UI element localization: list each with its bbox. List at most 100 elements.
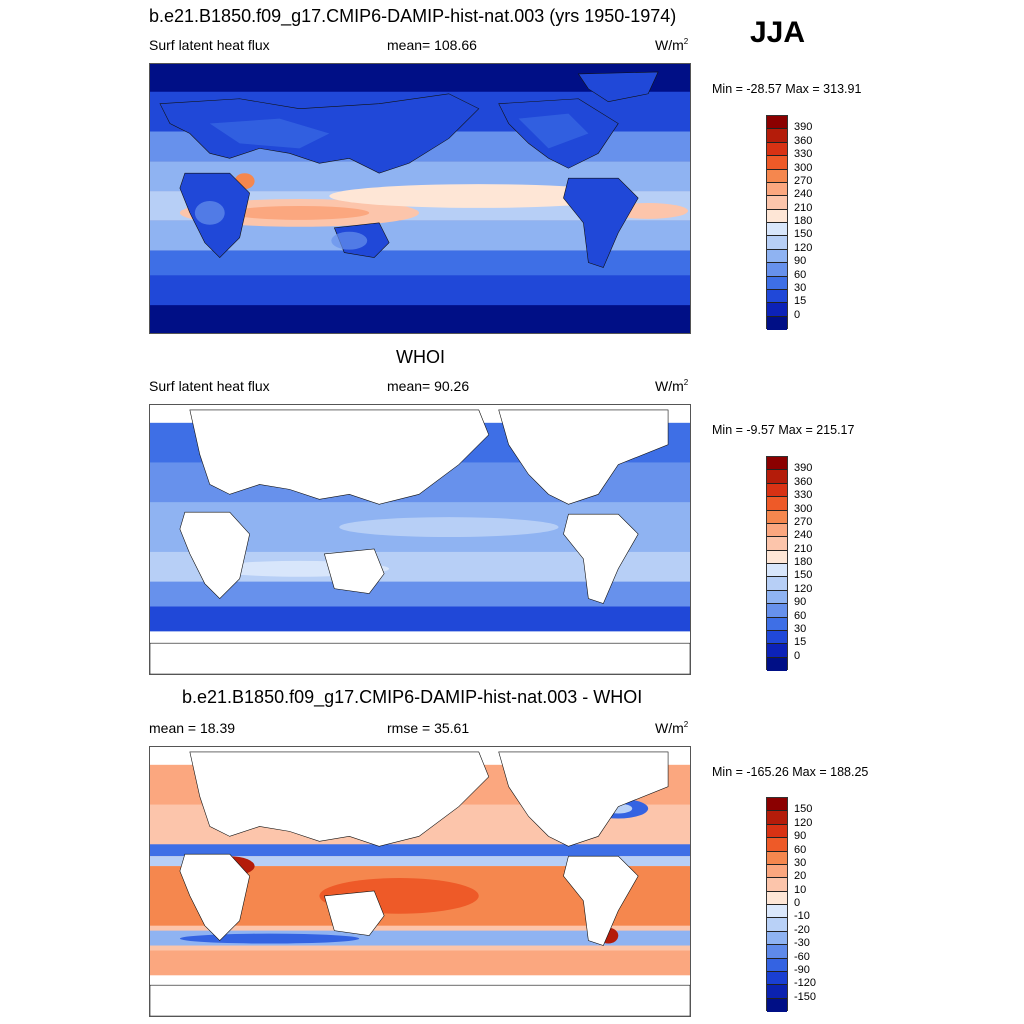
colorbar-swatch — [767, 129, 787, 143]
panel2-variable-label: Surf latent heat flux — [149, 378, 270, 394]
panel1-map — [149, 63, 691, 334]
colorbar-tick-label: 150 — [794, 803, 813, 816]
colorbar-swatch — [767, 497, 787, 511]
panel1-mean-label: mean= 108.66 — [387, 37, 477, 53]
colorbar-swatch — [767, 604, 787, 618]
panel2-mean-label: mean= 90.26 — [387, 378, 470, 394]
colorbar-swatch — [767, 523, 787, 538]
colorbar-swatch — [767, 510, 787, 524]
panel3-title: b.e21.B1850.f09_g17.CMIP6-DAMIP-hist-nat… — [182, 687, 643, 707]
colorbar-swatch — [767, 156, 787, 170]
colorbar-swatch — [767, 564, 787, 578]
colorbar-swatch — [767, 590, 787, 605]
colorbar-tick-label: 120 — [794, 816, 813, 829]
colorbar-swatch — [767, 851, 787, 865]
colorbar-swatch — [767, 998, 787, 1012]
colorbar-tick-label: 150 — [794, 569, 813, 582]
colorbar-tick-label: -60 — [794, 950, 810, 963]
colorbar-tick-label: 360 — [794, 134, 813, 147]
colorbar-tick-label: 20 — [794, 870, 807, 883]
colorbar-swatch — [767, 289, 787, 304]
colorbar-tick-label: 330 — [794, 148, 813, 161]
colorbar-tick-label: 30 — [794, 281, 807, 294]
colorbar-swatch — [767, 878, 787, 892]
colorbar-swatch — [767, 537, 787, 551]
colorbar-tick-label: -20 — [794, 923, 810, 936]
colorbar-tick-label: 180 — [794, 556, 813, 568]
colorbar-tick-label: 120 — [794, 582, 813, 595]
colorbar-swatch — [767, 577, 787, 591]
colorbar-tick-label: 30 — [794, 856, 807, 869]
colorbar-tick-label: 10 — [794, 883, 807, 896]
panel3-units: W/m2 — [655, 720, 689, 736]
colorbar-tick-label: 270 — [794, 174, 813, 187]
colorbar-tick-label: -30 — [794, 937, 810, 950]
panel2-minmax: Min = -9.57 Max = 215.17 — [712, 423, 855, 437]
colorbar-tick-label: 60 — [794, 268, 807, 281]
panel3-rmse-label: rmse = 35.61 — [387, 720, 470, 736]
colorbar-swatch — [767, 182, 787, 197]
colorbar-swatch — [767, 838, 787, 852]
colorbar-tick-label: 390 — [794, 462, 813, 475]
colorbar-swatch — [767, 864, 787, 879]
colorbar-tick-label: 0 — [794, 308, 801, 321]
colorbar-swatch — [767, 798, 787, 812]
panel1-units: W/m2 — [655, 37, 689, 53]
colorbar-swatch — [767, 303, 787, 317]
colorbar-tick-label: 330 — [794, 489, 813, 502]
colorbar-swatch — [767, 249, 787, 264]
colorbar-tick-label: 15 — [794, 295, 807, 308]
panel3-mean-label: mean = 18.39 — [149, 720, 236, 736]
colorbar-tick-label: 300 — [794, 502, 813, 515]
colorbar-tick-label: -120 — [794, 977, 817, 990]
colorbar-tick-label: 240 — [794, 188, 813, 201]
colorbar-tick-label: 390 — [794, 121, 813, 134]
colorbar-swatch — [767, 470, 787, 484]
colorbar-swatch — [767, 617, 787, 631]
colorbar-swatch — [767, 483, 787, 498]
colorbar-swatch — [767, 276, 787, 290]
colorbar-tick-label: 60 — [794, 609, 807, 622]
colorbar-tick-label: 60 — [794, 843, 807, 856]
colorbar-tick-label: 270 — [794, 515, 813, 528]
colorbar-swatch — [767, 657, 787, 671]
colorbar-swatch — [767, 971, 787, 986]
panel1-colorbar — [766, 115, 788, 330]
colorbar-swatch — [767, 985, 787, 999]
colorbar-swatch — [767, 824, 787, 839]
colorbar-swatch — [767, 905, 787, 919]
colorbar-swatch — [767, 945, 787, 959]
panel1-title: b.e21.B1850.f09_g17.CMIP6-DAMIP-hist-nat… — [149, 6, 677, 26]
panel1-variable-label: Surf latent heat flux — [149, 37, 270, 53]
colorbar-tick-label: 0 — [794, 897, 801, 909]
colorbar-swatch — [767, 196, 787, 210]
colorbar-swatch — [767, 891, 787, 905]
colorbar-tick-label: 0 — [794, 649, 801, 662]
colorbar-swatch — [767, 236, 787, 250]
colorbar-swatch — [767, 931, 787, 946]
colorbar-tick-label: 210 — [794, 201, 813, 214]
colorbar-tick-label: 90 — [794, 596, 807, 609]
colorbar-tick-label: 150 — [794, 228, 813, 241]
colorbar-swatch — [767, 630, 787, 645]
colorbar-tick-label: 210 — [794, 542, 813, 555]
panel2-units: W/m2 — [655, 378, 689, 394]
season-label: JJA — [750, 16, 806, 49]
colorbar-tick-label: 90 — [794, 830, 807, 843]
colorbar-swatch — [767, 644, 787, 658]
panel2-map — [149, 404, 691, 675]
colorbar-tick-label: -90 — [794, 963, 810, 976]
colorbar-tick-label: 90 — [794, 255, 807, 268]
colorbar-swatch — [767, 209, 787, 223]
colorbar-swatch — [767, 116, 787, 130]
colorbar-swatch — [767, 958, 787, 972]
colorbar-tick-label: 120 — [794, 241, 813, 254]
colorbar-swatch — [767, 263, 787, 277]
colorbar-swatch — [767, 918, 787, 932]
colorbar-swatch — [767, 457, 787, 471]
colorbar-tick-label: 360 — [794, 475, 813, 488]
panel3-minmax: Min = -165.26 Max = 188.25 — [712, 765, 869, 779]
colorbar-tick-label: 240 — [794, 529, 813, 542]
colorbar-swatch — [767, 169, 787, 183]
colorbar-swatch — [767, 142, 787, 157]
